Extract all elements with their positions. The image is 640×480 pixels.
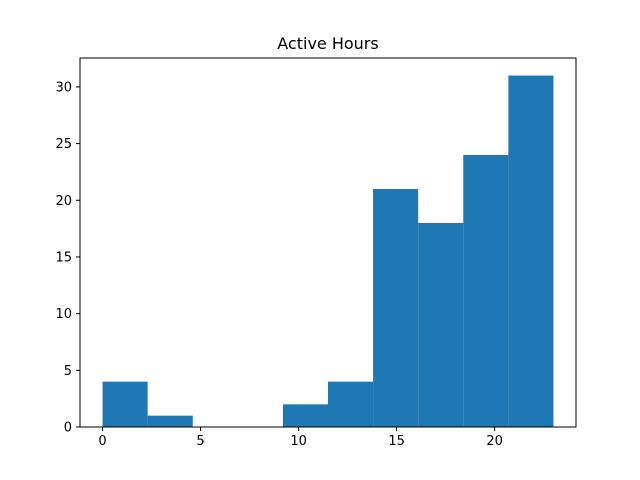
x-tick-label: 0 (98, 434, 106, 449)
bars-group (102, 75, 554, 428)
y-tick-label: 30 (55, 80, 72, 95)
histogram-bar-1 (147, 415, 193, 427)
histogram-bar-0 (102, 381, 148, 427)
x-tick-label: 10 (290, 434, 307, 449)
y-tick-label: 0 (64, 421, 72, 436)
histogram-bar-8 (463, 154, 509, 427)
y-axis: 0 5 10 15 20 25 30 (55, 80, 80, 436)
x-tick-label: 15 (388, 434, 405, 449)
y-tick-label: 5 (64, 364, 72, 379)
x-tick-label: 5 (196, 434, 204, 449)
histogram-bar-6 (373, 188, 419, 427)
y-tick-label: 20 (55, 194, 72, 209)
chart-title: Active Hours (277, 34, 378, 53)
y-tick-label: 10 (55, 307, 72, 322)
x-tick-label: 20 (486, 434, 503, 449)
histogram-bar-5 (328, 381, 374, 427)
y-tick-label: 15 (55, 250, 72, 265)
x-axis: 0 5 10 15 20 (98, 427, 503, 449)
plot-frame (79, 57, 577, 428)
y-tick-label: 25 (55, 137, 72, 152)
histogram-bar-9 (508, 75, 554, 428)
histogram-bar-7 (418, 222, 464, 427)
histogram-bar-4 (282, 404, 328, 427)
